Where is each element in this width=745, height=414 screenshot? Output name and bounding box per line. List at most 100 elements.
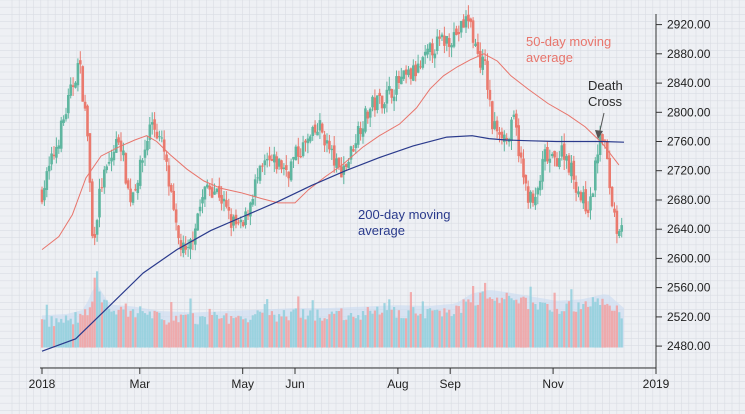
volume-bar — [299, 317, 302, 348]
candle-body — [469, 18, 473, 23]
candle-body — [83, 101, 87, 109]
y-tick-label: 2720.00 — [667, 164, 711, 178]
candle-body — [206, 184, 209, 188]
candle-body — [172, 190, 175, 210]
volume-bar — [74, 312, 77, 348]
volume-bar — [215, 314, 218, 348]
candle-body — [574, 181, 578, 193]
volume-bar — [244, 318, 247, 348]
x-tick-label: 2018 — [29, 377, 56, 391]
volume-bar — [158, 312, 161, 348]
candle-body — [201, 197, 204, 204]
candle-body — [100, 187, 104, 189]
volume-bar — [201, 316, 204, 348]
volume-bar — [220, 318, 223, 348]
candle-body — [210, 187, 214, 198]
axes: 2480.00 2520.00 2560.00 2600.00 2640.00 2680.… — [29, 14, 711, 391]
candle-body — [567, 155, 571, 173]
candle-body — [136, 182, 140, 194]
candle-body — [103, 169, 106, 188]
volume-bar — [589, 306, 592, 348]
death-cross-label: Cross — [588, 94, 622, 109]
candle-body — [265, 159, 269, 161]
candle-body — [91, 181, 94, 236]
candle-body — [179, 240, 183, 250]
candle-body — [512, 114, 516, 117]
volume-bar — [373, 310, 376, 348]
candle-body — [146, 140, 149, 151]
volume-bar — [100, 302, 103, 348]
candle-body — [222, 198, 226, 202]
volume-bar — [340, 308, 343, 348]
volume-bar — [611, 310, 614, 348]
candle-body — [467, 14, 470, 22]
candle-body — [304, 140, 307, 143]
volume-bar — [584, 301, 587, 348]
candle-body — [536, 188, 540, 195]
volume-bar — [129, 310, 132, 348]
volume-bar — [146, 314, 149, 348]
candle-body — [117, 137, 120, 143]
candle-body — [361, 128, 365, 137]
volume-bar — [330, 311, 333, 348]
candle-body — [225, 200, 228, 207]
volume-bar — [594, 301, 597, 348]
volume-bar — [455, 305, 458, 348]
candle-body — [301, 142, 305, 157]
candle-body — [615, 210, 619, 234]
candle-body — [412, 65, 415, 81]
x-tick-label: 2019 — [643, 377, 670, 391]
volume-bar — [347, 315, 350, 348]
volume-bar — [534, 304, 537, 348]
volume-bar — [222, 315, 226, 348]
candle-body — [170, 185, 173, 192]
volume-bar — [84, 309, 87, 348]
volume-bar — [599, 305, 602, 348]
volume-bar — [254, 314, 257, 348]
candle-body — [258, 165, 262, 181]
volume-bar — [189, 298, 192, 348]
candle-body — [182, 242, 185, 254]
volume-bar — [462, 299, 465, 348]
candle-body — [543, 149, 547, 162]
candle-body — [196, 213, 199, 231]
volume-bar — [618, 312, 621, 348]
volume-bar — [160, 319, 163, 348]
volume-bar — [376, 306, 379, 348]
y-tick-label: 2920.00 — [667, 18, 711, 32]
candle-body — [256, 177, 259, 179]
death-cross-arrowhead — [595, 130, 603, 139]
volume-bar — [417, 315, 420, 348]
candle-body — [88, 133, 92, 183]
candle-body — [586, 209, 590, 213]
candle-body — [577, 191, 580, 195]
candle-body — [500, 131, 504, 139]
volume-bar — [565, 303, 568, 348]
candle-body — [531, 193, 535, 203]
candle-body — [110, 157, 113, 162]
candle-body — [610, 187, 614, 207]
candle-body — [165, 154, 168, 162]
candle-body — [229, 214, 233, 228]
volume-bar — [251, 315, 254, 348]
volume-bar — [249, 319, 252, 348]
candle-body — [603, 139, 607, 141]
death-cross-label: Death — [588, 78, 623, 93]
volume-bar — [601, 298, 604, 348]
candle-body — [414, 64, 417, 77]
volume-bar — [536, 309, 539, 348]
volume-bar — [184, 314, 187, 348]
candle-body — [479, 51, 482, 68]
volume-bar — [321, 320, 324, 348]
candle-body — [555, 158, 559, 167]
candle-body — [57, 145, 61, 149]
candle-body — [309, 136, 312, 142]
volume-bar — [603, 304, 606, 348]
volume-bar — [151, 318, 154, 348]
volume-bar — [390, 309, 393, 348]
candle-body — [122, 150, 125, 156]
candle-body — [596, 154, 599, 164]
volume-bars — [40, 271, 624, 348]
candle-body — [213, 191, 216, 195]
